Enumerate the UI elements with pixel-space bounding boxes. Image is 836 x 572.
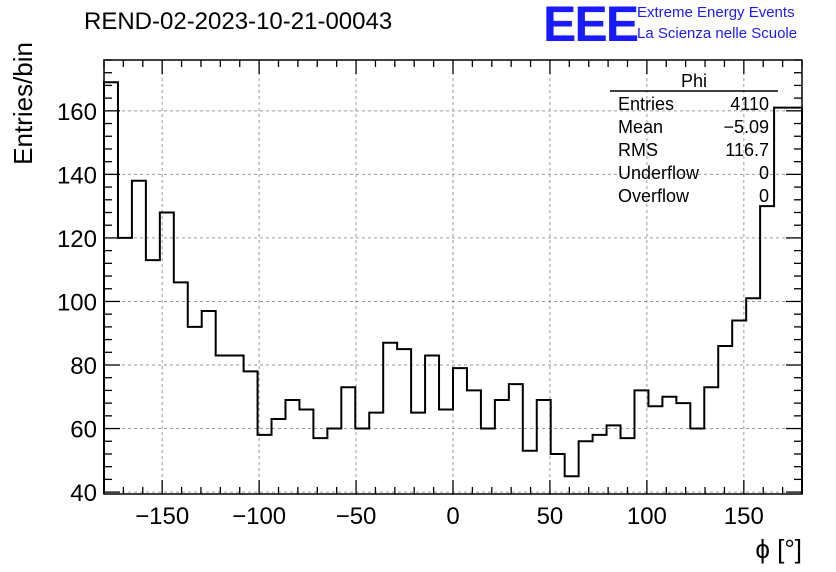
stats-row-value: −5.09 <box>723 117 769 137</box>
x-tick-label: −50 <box>336 503 377 530</box>
y-tick-label: 120 <box>57 226 97 253</box>
axes: −150 −100 −50 0 50 100 150 40 60 80 100 120 140 160 <box>57 59 803 530</box>
y-tick-label: 60 <box>70 417 97 444</box>
x-tick-label: 100 <box>627 503 667 530</box>
stats-title: Phi <box>681 71 707 91</box>
y-tick-label: 140 <box>57 162 97 189</box>
brand-line-1: Extreme Energy Events <box>637 4 795 21</box>
eee-logo: EEE <box>543 0 639 52</box>
histogram-series <box>103 81 803 494</box>
y-tick-label: 160 <box>57 99 97 126</box>
stats-row-label: RMS <box>618 140 658 160</box>
y-tick-label: 80 <box>70 353 97 380</box>
stats-box: Phi Entries 4110 Mean −5.09 RMS 116.7 Underflow… <box>610 71 778 206</box>
x-tick-label: 0 <box>446 503 459 530</box>
y-tick-label: 100 <box>57 289 97 316</box>
stats-row-value: 116.7 <box>725 140 769 160</box>
x-tick-label: −100 <box>232 503 286 530</box>
stats-row-value: 0 <box>759 163 769 183</box>
brand-line-2: La Scienza nelle Scuole <box>637 25 798 42</box>
x-axis-label: ϕ [°] <box>755 534 802 564</box>
x-tick-label: 50 <box>537 503 564 530</box>
stats-row-label: Underflow <box>618 163 700 183</box>
stats-row-value: 0 <box>759 186 769 206</box>
x-tick-label: −150 <box>135 503 189 530</box>
chart-title: REND-02-2023-10-21-00043 <box>84 8 393 35</box>
x-tick-label: 150 <box>724 503 764 530</box>
stats-row-label: Overflow <box>618 186 690 206</box>
stats-row-value: 4110 <box>730 94 769 114</box>
stats-row-label: Mean <box>618 117 663 137</box>
y-tick-label: 40 <box>70 480 97 507</box>
stats-row-label: Entries <box>618 94 674 114</box>
y-axis-label: Entries/bin <box>8 42 38 165</box>
